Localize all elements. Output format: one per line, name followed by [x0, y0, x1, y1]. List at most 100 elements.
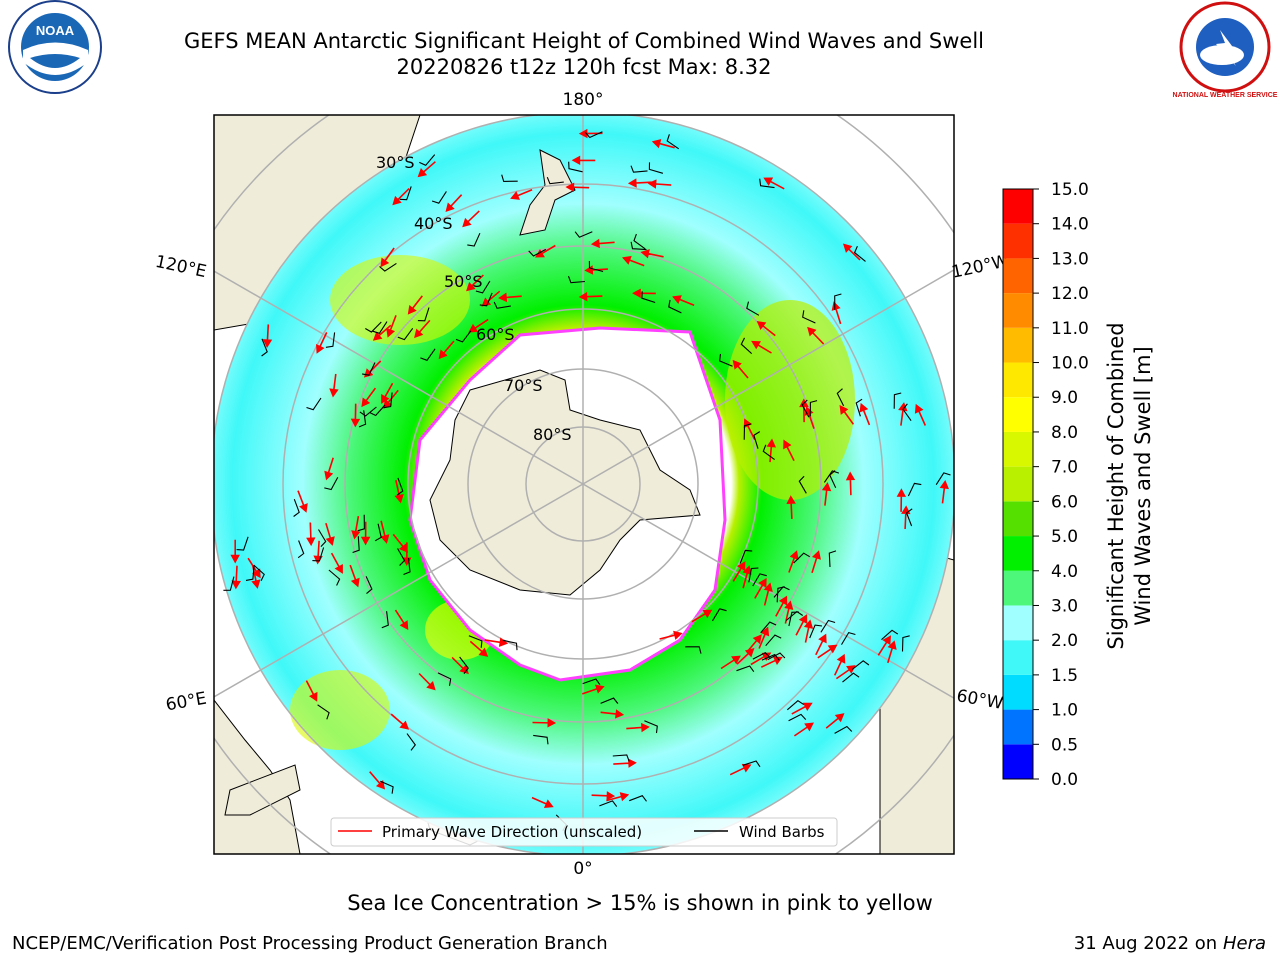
- wave-direction-arrow: [751, 340, 772, 354]
- colorbar-tick-label: 12.0: [1051, 284, 1089, 304]
- lon-label-180: 180°: [563, 90, 604, 110]
- wind-barb: [633, 233, 646, 250]
- wind-barb: [788, 611, 799, 627]
- wind-barb: [855, 398, 863, 417]
- wave-direction-arrow: [407, 295, 423, 315]
- wind-barb: [396, 477, 404, 496]
- colorbar-tick-label: 0.0: [1051, 770, 1078, 790]
- wind-barb: [455, 330, 472, 343]
- wave-direction-arrow: [877, 635, 892, 656]
- colorbar-swatch: [1003, 431, 1033, 467]
- wind-barb: [546, 176, 564, 185]
- wind-barb: [788, 713, 807, 722]
- credit-line: NCEP/EMC/Verification Post Processing Pr…: [12, 933, 608, 954]
- wave-direction-arrows: [230, 128, 949, 809]
- wind-barb: [935, 472, 951, 485]
- wave-direction-arrow: [807, 326, 825, 345]
- wave-direction-arrow: [578, 291, 603, 302]
- wind-barb: [648, 162, 664, 174]
- wave-direction-arrow: [613, 758, 637, 768]
- lat-label-50s: 50°S: [444, 272, 483, 291]
- wind-barb: [740, 337, 753, 355]
- wind-barb: [437, 672, 452, 686]
- colorbar-tick-label: 1.0: [1051, 701, 1078, 721]
- wave-direction-arrow: [632, 288, 656, 298]
- wind-barb: [459, 656, 469, 675]
- colorbar-tick-label: 4.0: [1051, 562, 1078, 582]
- wind-barb: [742, 760, 761, 768]
- wave-direction-arrow: [445, 194, 463, 213]
- wave-direction-arrow: [756, 320, 776, 337]
- wind-barb: [468, 635, 483, 648]
- wind-barb: [253, 564, 265, 581]
- wave-direction-arrow: [766, 438, 776, 463]
- wave-direction-arrow: [380, 247, 395, 268]
- wind-barb: [828, 550, 837, 568]
- lon-label-120w: 120°W: [950, 251, 1011, 283]
- wave-direction-arrow: [349, 564, 360, 588]
- wind-barb: [361, 362, 376, 376]
- wind-barb: [574, 231, 593, 238]
- wind-barb: [776, 586, 785, 603]
- wind-barb: [380, 780, 394, 794]
- wind-barb: [760, 621, 777, 634]
- wave-direction-arrow: [351, 515, 361, 540]
- colorbar-swatch: [1003, 536, 1033, 571]
- wave-direction-arrow: [745, 634, 762, 654]
- wave-direction-arrow: [758, 626, 770, 649]
- wave-direction-arrow: [720, 655, 741, 670]
- lon-label-60w: 60°W: [955, 686, 1005, 714]
- wave-direction-arrow: [775, 595, 788, 617]
- colorbar-swatch: [1003, 501, 1033, 537]
- wave-direction-arrow: [510, 188, 533, 200]
- wave-direction-arrow: [606, 792, 630, 802]
- nws-logo-text: NATIONAL WEATHER SERVICE: [1173, 92, 1278, 99]
- wave-direction-arrow: [783, 439, 795, 462]
- wave-direction-arrow: [817, 644, 838, 659]
- colorbar-swatch: [1003, 223, 1033, 259]
- lat-label-60s: 60°S: [476, 325, 515, 344]
- wave-direction-arrow: [306, 522, 316, 547]
- wind-barb: [317, 704, 330, 720]
- land-new-zealand: [519, 149, 576, 236]
- wind-barb: [479, 292, 493, 307]
- wave-direction-arrow: [729, 763, 752, 776]
- wave-direction-arrow: [262, 324, 273, 348]
- wind-barb: [630, 165, 648, 173]
- wind-barb: [834, 293, 842, 310]
- wind-barb: [719, 353, 733, 367]
- wave-direction-arrow: [845, 471, 856, 496]
- wind-barb: [406, 733, 416, 751]
- wind-barb: [399, 186, 412, 201]
- wave-direction-arrow: [788, 550, 799, 573]
- wind-barb: [853, 245, 866, 262]
- wind-barb: [297, 540, 305, 559]
- wind-barb: [357, 514, 365, 532]
- wave-direction-arrow: [811, 550, 821, 574]
- chart-title: GEFS MEAN Antarctic Significant Height o…: [183, 29, 985, 53]
- wave-direction-arrow: [390, 713, 410, 730]
- map-legend: Primary Wave Direction (unscaled) Wind B…: [330, 817, 838, 847]
- wind-barb: [629, 795, 647, 802]
- wind-barb: [759, 178, 775, 189]
- wind-barb: [809, 624, 823, 639]
- colorbar-tick-label: 8.0: [1051, 423, 1078, 443]
- wind-barb: [712, 608, 727, 622]
- wind-barb: [836, 388, 845, 407]
- colorbar-swatch: [1003, 397, 1033, 432]
- wind-barb: [223, 576, 235, 591]
- colorbar-swatch: [1003, 709, 1033, 745]
- colorbar-label-line2: Wind Waves and Swell [m]: [1131, 346, 1155, 626]
- wind-barb: [786, 700, 805, 711]
- wind-barb: [328, 569, 341, 586]
- wave-direction-arrow: [484, 637, 509, 647]
- colorbar-tick-label: 1.5: [1051, 666, 1078, 686]
- wind-barb: [582, 678, 601, 686]
- wave-direction-arrow: [590, 238, 615, 249]
- wind-barb: [397, 327, 414, 341]
- lon-label-120e: 120°E: [153, 252, 208, 282]
- wave-direction-arrow: [651, 139, 675, 149]
- wave-direction-arrow: [754, 577, 767, 599]
- wind-barb: [533, 734, 549, 745]
- wind-barb: [588, 260, 604, 273]
